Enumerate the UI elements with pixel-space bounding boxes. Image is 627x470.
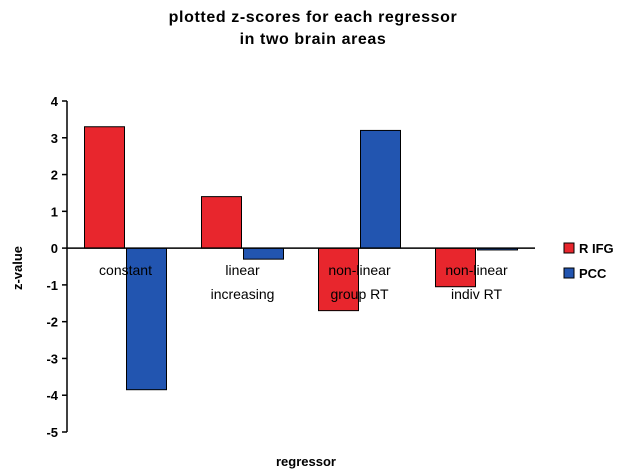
legend-swatch: [563, 267, 575, 279]
category-label: constant: [99, 262, 152, 278]
bar-r-ifg: [318, 247, 359, 312]
y-axis-label: z-value: [10, 246, 25, 290]
legend: R IFG PCC: [563, 241, 614, 281]
legend-label: R IFG: [579, 241, 614, 256]
bar-r-ifg: [201, 196, 242, 249]
bar-pcc: [126, 247, 167, 391]
category-label: non-linear: [445, 262, 508, 278]
category-label: non-linear: [328, 262, 391, 278]
bar-r-ifg: [435, 247, 476, 288]
y-tick-label: 4: [51, 94, 59, 109]
x-axis-label: regressor: [276, 454, 336, 469]
y-tick-label: -5: [46, 425, 58, 440]
y-tick-label: 3: [51, 131, 58, 146]
bar-pcc: [360, 129, 401, 249]
chart-title-line-2: in two brain areas: [240, 31, 387, 48]
y-tick-label: 1: [51, 204, 58, 219]
legend-label: PCC: [579, 266, 607, 281]
chart-title-line-1: plotted z-scores for each regressor: [169, 9, 458, 26]
bar-pcc: [243, 247, 284, 260]
category-label: indiv RT: [451, 286, 503, 302]
y-tick-label: 0: [51, 241, 58, 256]
y-tick-label: -1: [46, 278, 58, 293]
y-tick-label: 2: [51, 168, 58, 183]
y-tick-label: -3: [46, 351, 58, 366]
y-tick-label: -4: [46, 388, 58, 403]
legend-swatch: [563, 242, 575, 254]
y-tick-label: -2: [46, 315, 58, 330]
bar-r-ifg: [84, 126, 125, 249]
category-label: group RT: [330, 286, 389, 302]
category-label: linear: [225, 262, 260, 278]
plot-area: 4 3 2 1 0 -1 -2 -3 -4 -5 constant linear increasing n…: [46, 94, 535, 440]
category-label: increasing: [211, 286, 275, 302]
